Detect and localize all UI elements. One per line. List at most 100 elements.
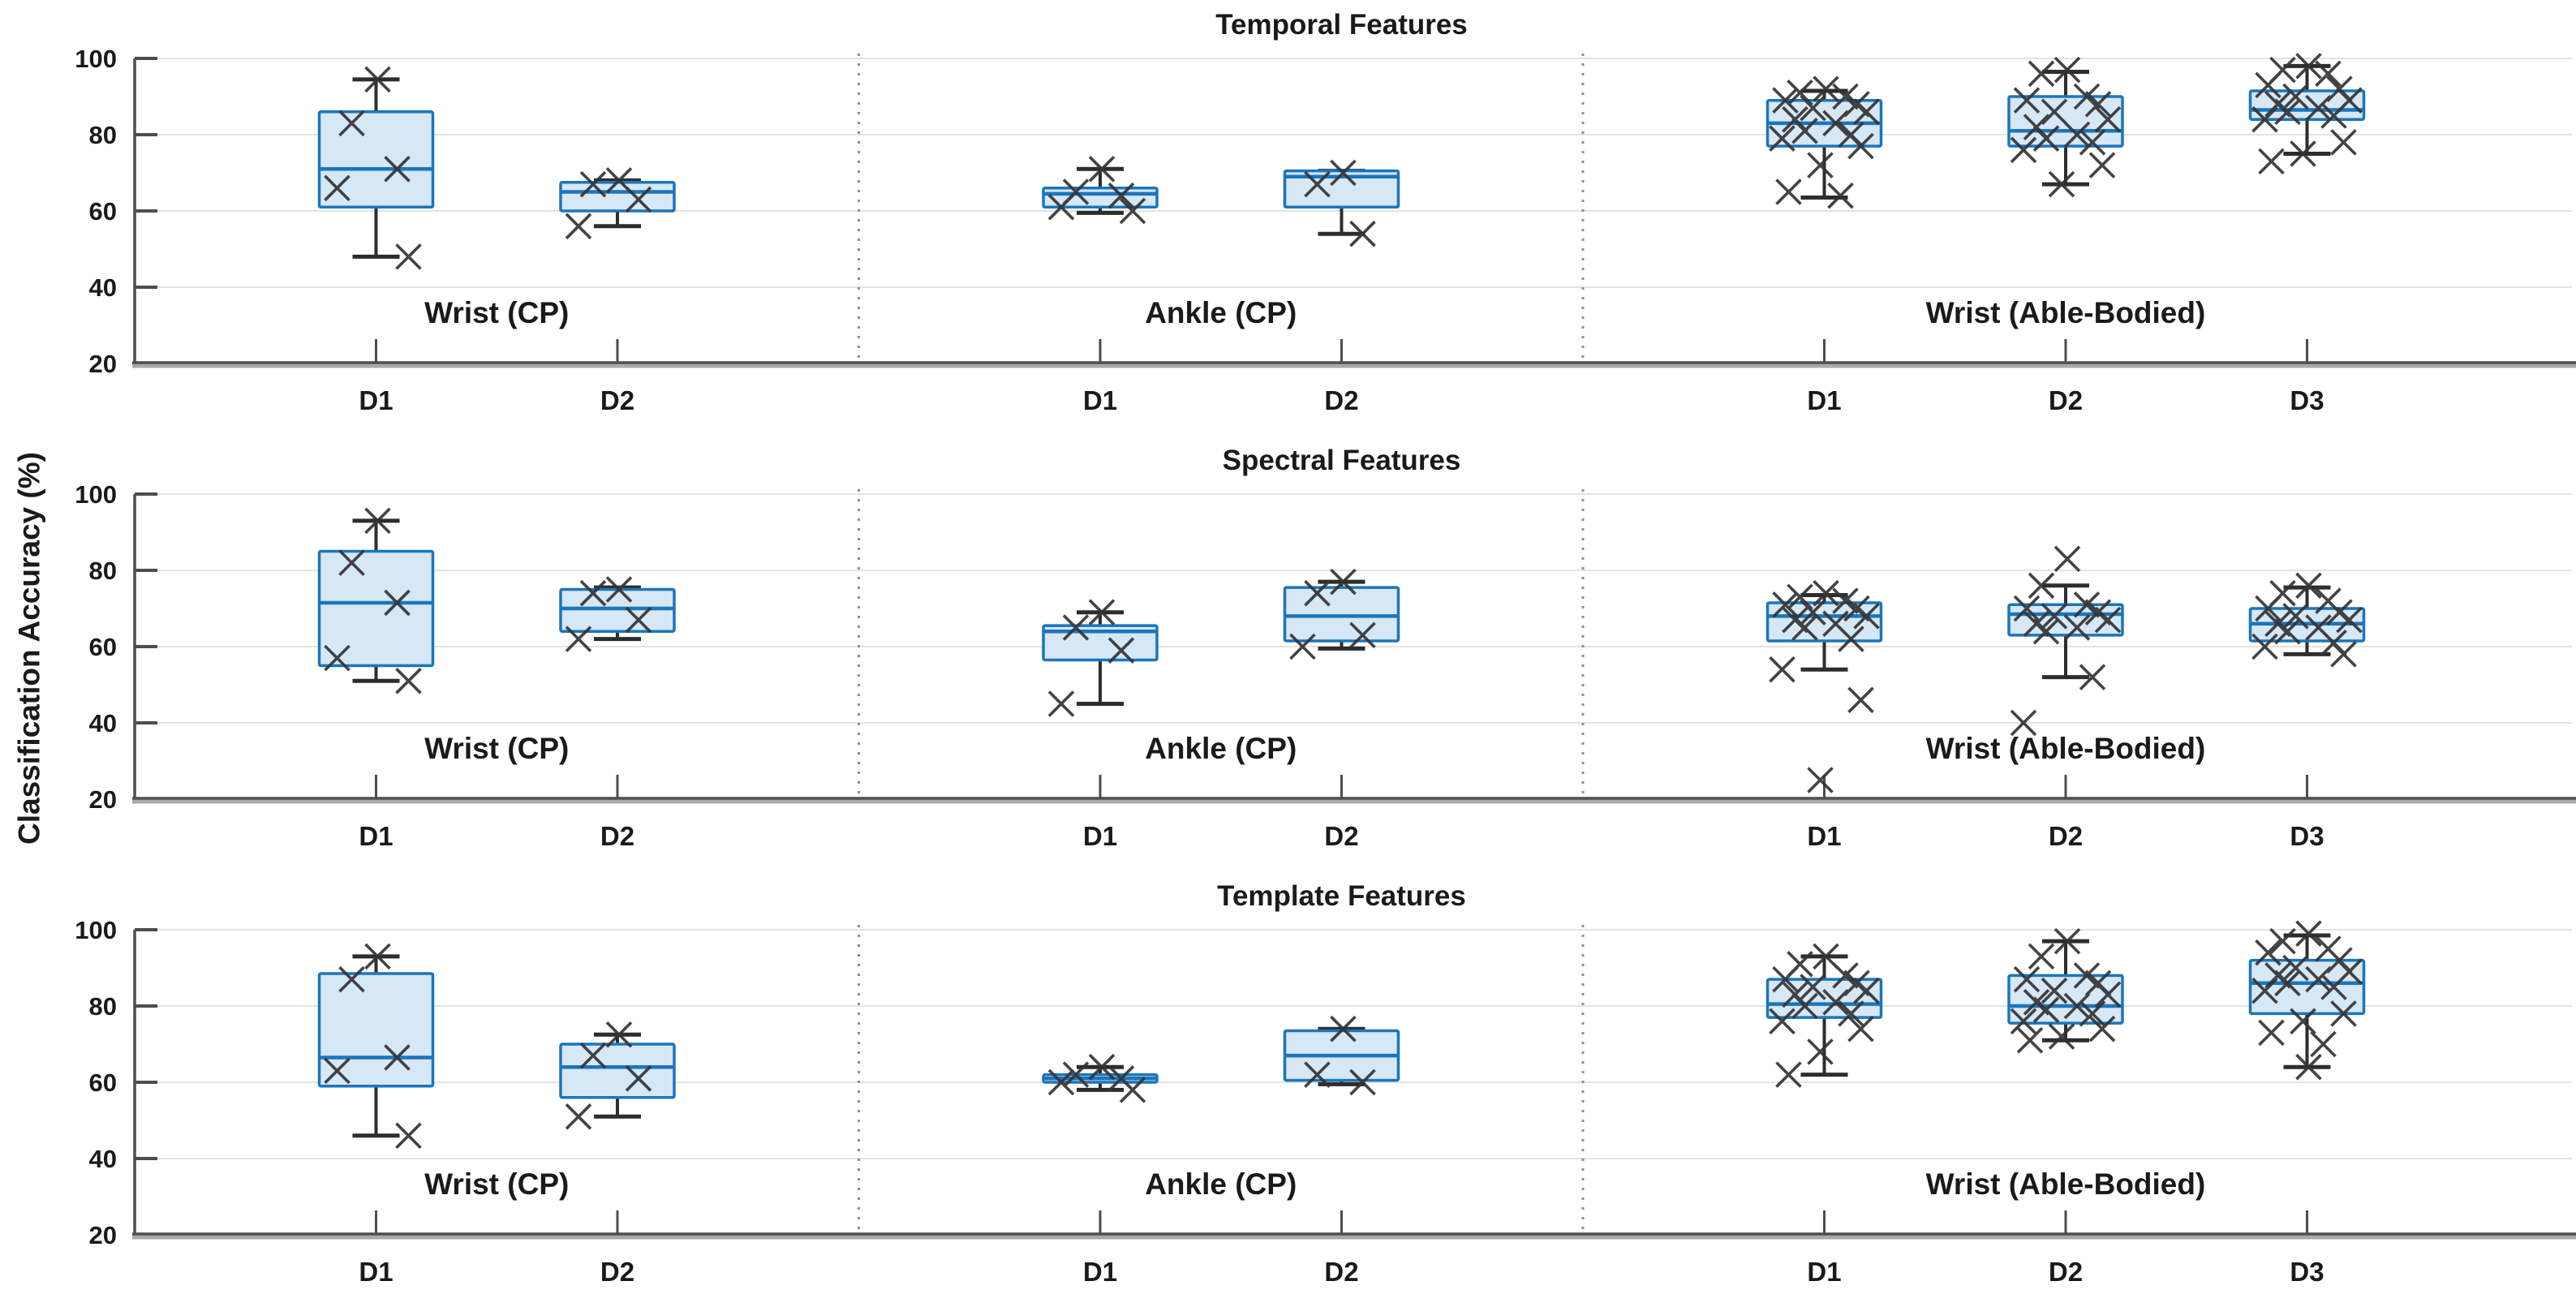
- data-points: [1047, 156, 1146, 225]
- data-points: [1304, 1015, 1376, 1096]
- x-tick-label: D1: [359, 1257, 393, 1287]
- x-tick-label: D1: [1807, 385, 1841, 415]
- x-marker: [1330, 159, 1357, 187]
- box-plot: [1765, 75, 1883, 209]
- x-marker: [2255, 939, 2281, 966]
- x-marker: [2251, 105, 2278, 133]
- x-marker: [364, 943, 391, 970]
- x-marker: [2032, 617, 2060, 645]
- x-marker: [1838, 1000, 1864, 1027]
- y-axis: 100 80 60 40 20: [75, 45, 157, 378]
- data-points: [565, 576, 652, 652]
- x-marker: [1088, 1053, 1116, 1081]
- x-marker: [1304, 170, 1331, 198]
- x-tick-label: D1: [1807, 1257, 1841, 1287]
- panel-template-features: 100 80 60 40 20 D1 D2 D1 D2 D1 D2 D3 Template Featur…: [75, 880, 2576, 1287]
- y-tick-label: 100: [75, 45, 117, 73]
- x-marker: [2016, 1027, 2044, 1054]
- x-marker: [2041, 977, 2068, 1004]
- y-tick-label: 60: [89, 633, 117, 661]
- x-marker: [1827, 182, 1854, 209]
- group-label: Wrist (CP): [424, 296, 569, 329]
- x-marker: [384, 1044, 411, 1071]
- y-tick-label: 80: [89, 992, 117, 1021]
- group-label: Ankle (CP): [1145, 1167, 1297, 1201]
- x-marker: [2010, 709, 2037, 737]
- x-marker: [1107, 182, 1135, 209]
- y-tick-label: 20: [89, 1221, 117, 1249]
- x-marker: [2013, 595, 2041, 622]
- x-marker: [1847, 132, 1874, 160]
- x-marker: [1791, 118, 1818, 144]
- x-marker: [565, 213, 592, 240]
- y-axis: 100 80 60 40 20: [75, 480, 157, 814]
- y-tick-label: 100: [75, 916, 117, 944]
- x-marker: [2079, 664, 2106, 690]
- y-tick-label: 40: [89, 709, 117, 737]
- x-marker: [2094, 606, 2122, 634]
- x-marker: [2028, 943, 2055, 970]
- x-marker: [605, 167, 633, 194]
- x-marker: [1787, 583, 1813, 611]
- box-iqr: [317, 110, 435, 209]
- x-marker: [2295, 1053, 2322, 1081]
- x-marker: [2063, 614, 2091, 641]
- x-marker: [2063, 121, 2091, 148]
- x-marker: [2094, 981, 2122, 1008]
- panel-title: Spectral Features: [1223, 445, 1461, 476]
- panel-title: Temporal Features: [1215, 9, 1468, 41]
- x-marker: [364, 507, 391, 535]
- x-tick-label: D2: [600, 1257, 634, 1287]
- x-marker: [1853, 98, 1880, 126]
- data-points: [1769, 943, 1880, 1088]
- x-marker: [1832, 962, 1859, 989]
- box-plot: [2007, 545, 2124, 737]
- x-marker: [1304, 1061, 1331, 1088]
- x-marker: [2305, 965, 2332, 993]
- x-marker: [1349, 220, 1376, 247]
- x-marker: [1807, 152, 1834, 178]
- box-plot: [2248, 920, 2366, 1081]
- x-marker: [2326, 599, 2353, 626]
- data-points: [2251, 53, 2363, 175]
- x-marker: [1843, 595, 1870, 622]
- x-marker: [2088, 1015, 2116, 1043]
- data-points: [1047, 1053, 1146, 1103]
- x-tick-label: D1: [359, 821, 393, 851]
- x-marker: [2041, 603, 2068, 630]
- x-marker: [324, 1057, 350, 1085]
- x-marker: [1769, 1008, 1795, 1035]
- x-axis: D1 D2 D1 D2 D1 D2 D3: [132, 339, 2576, 415]
- box-iqr: [1283, 586, 1400, 643]
- x-marker: [1807, 767, 1834, 793]
- x-marker: [1782, 606, 1808, 634]
- x-tick-label: D2: [600, 385, 634, 415]
- x-marker: [2274, 970, 2301, 997]
- x-marker: [1813, 75, 1839, 102]
- x-marker: [2255, 595, 2281, 622]
- group-label: Wrist (Able-Bodied): [1926, 732, 2206, 765]
- x-marker: [2041, 98, 2068, 126]
- x-marker: [1119, 197, 1146, 225]
- x-marker: [2264, 610, 2291, 638]
- box-plot: [317, 943, 435, 1150]
- x-tick-label: D3: [2290, 385, 2324, 415]
- x-marker: [625, 186, 652, 213]
- y-tick-label: 80: [89, 557, 117, 585]
- x-marker: [2295, 572, 2322, 600]
- x-marker: [2290, 1008, 2316, 1035]
- x-marker: [579, 579, 607, 607]
- x-marker: [2048, 1023, 2075, 1050]
- x-marker: [338, 965, 365, 993]
- x-marker: [2282, 603, 2309, 630]
- x-marker: [2048, 170, 2075, 198]
- box-iqr: [1042, 624, 1159, 662]
- x-marker: [2094, 105, 2122, 133]
- box-plot: [1765, 579, 1883, 793]
- data-points: [324, 943, 422, 1150]
- x-marker: [1800, 599, 1826, 626]
- x-marker: [2269, 927, 2296, 955]
- x-marker: [1769, 656, 1795, 683]
- group-label: Ankle (CP): [1145, 296, 1297, 329]
- data-points: [1289, 568, 1376, 660]
